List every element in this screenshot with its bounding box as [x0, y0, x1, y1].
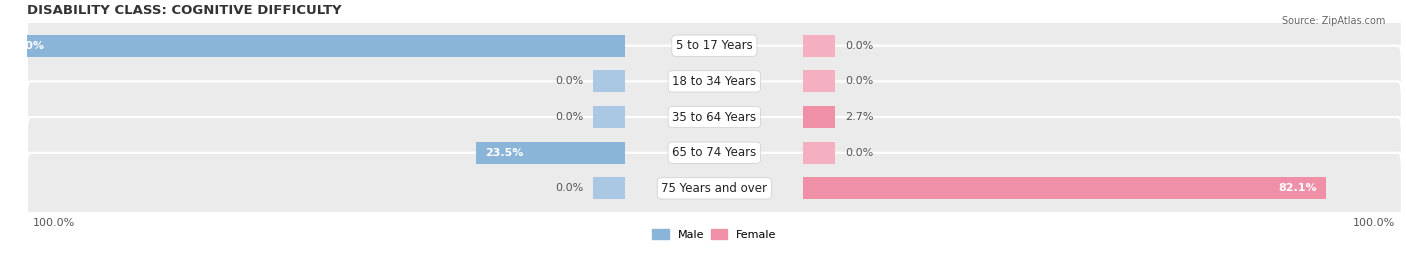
Text: 2.7%: 2.7%: [845, 112, 873, 122]
Text: 100.0%: 100.0%: [1353, 218, 1396, 228]
Text: 65 to 74 Years: 65 to 74 Years: [672, 146, 756, 159]
Text: 0.0%: 0.0%: [555, 183, 583, 193]
Bar: [593, 106, 626, 128]
Text: Source: ZipAtlas.com: Source: ZipAtlas.com: [1281, 16, 1385, 26]
Legend: Male, Female: Male, Female: [652, 229, 776, 240]
Bar: [803, 70, 835, 93]
Text: 23.5%: 23.5%: [485, 148, 523, 158]
Text: 0.0%: 0.0%: [845, 76, 873, 86]
Text: 35 to 64 Years: 35 to 64 Years: [672, 111, 756, 123]
FancyBboxPatch shape: [27, 117, 1402, 188]
FancyBboxPatch shape: [27, 153, 1402, 224]
Text: 100.0%: 100.0%: [0, 41, 44, 51]
Text: 5 to 17 Years: 5 to 17 Years: [676, 39, 752, 52]
Text: 0.0%: 0.0%: [555, 76, 583, 86]
FancyBboxPatch shape: [27, 10, 1402, 81]
Bar: [803, 35, 835, 57]
Text: 0.0%: 0.0%: [845, 41, 873, 51]
Text: 0.0%: 0.0%: [845, 148, 873, 158]
Bar: [803, 177, 1326, 199]
Text: 18 to 34 Years: 18 to 34 Years: [672, 75, 756, 88]
Bar: [803, 106, 835, 128]
Text: DISABILITY CLASS: COGNITIVE DIFFICULTY: DISABILITY CLASS: COGNITIVE DIFFICULTY: [27, 4, 342, 17]
Text: 0.0%: 0.0%: [555, 112, 583, 122]
Bar: [475, 142, 626, 164]
FancyBboxPatch shape: [27, 81, 1402, 153]
Bar: [593, 70, 626, 93]
Text: 82.1%: 82.1%: [1278, 183, 1316, 193]
Bar: [0, 35, 626, 57]
Bar: [593, 177, 626, 199]
Text: 75 Years and over: 75 Years and over: [661, 182, 768, 195]
Text: 100.0%: 100.0%: [34, 218, 76, 228]
FancyBboxPatch shape: [27, 46, 1402, 117]
Bar: [803, 142, 835, 164]
